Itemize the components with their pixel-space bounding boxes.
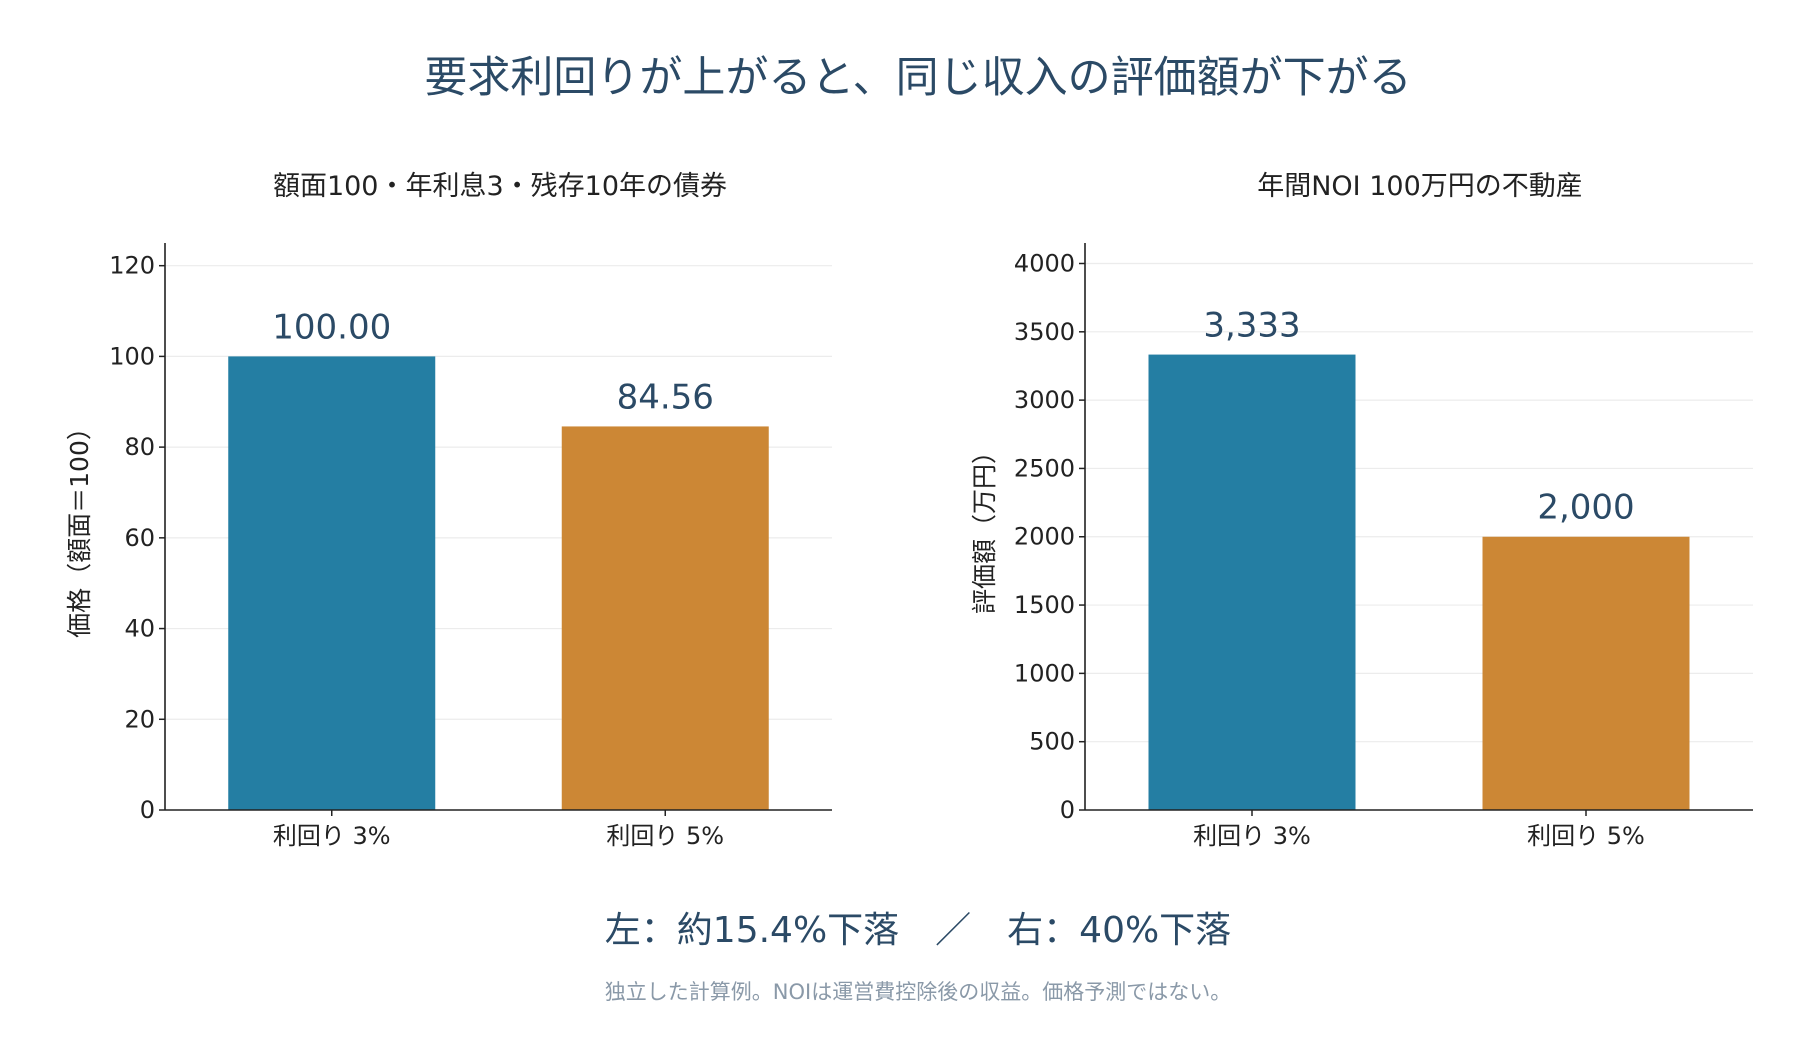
y-axis-label: 評価額（万円） xyxy=(970,439,999,614)
y-tick-label: 120 xyxy=(109,252,155,280)
bar-yield-5pct xyxy=(561,426,769,810)
footnote-text: 独立した計算例。NOIは運営費控除後の収益。価格予測ではない。 xyxy=(605,980,1231,1004)
y-tick-label: 100 xyxy=(109,342,155,370)
bar-yield-5pct xyxy=(1482,536,1690,810)
y-tick-label: 1000 xyxy=(1014,659,1075,687)
left-chart-panel: 0 20 40 60 80 100 120 100.00 利回り 3% 84.56 利回り 5% 額面… xyxy=(65,171,832,850)
y-axis-label: 価格（額面＝100） xyxy=(65,415,94,638)
y-tick-label: 500 xyxy=(1029,728,1075,756)
bar-value-label: 3,333 xyxy=(1203,306,1300,346)
y-tick-label: 1500 xyxy=(1014,591,1075,619)
y-tick-label: 40 xyxy=(124,615,155,643)
bar-value-label: 2,000 xyxy=(1537,488,1634,528)
x-tick-label: 利回り 5% xyxy=(606,822,724,850)
x-tick-label: 利回り 5% xyxy=(1527,822,1645,850)
x-tick-label: 利回り 3% xyxy=(273,822,391,850)
y-tick-label: 20 xyxy=(124,705,155,733)
bar-yield-3pct xyxy=(228,356,436,810)
summary-text: 左：約15.4%下落 ／ 右：40%下落 xyxy=(605,910,1231,951)
chart-title: 年間NOI 100万円の不動産 xyxy=(1257,171,1583,202)
y-tick-label: 2500 xyxy=(1014,454,1075,482)
figure-title: 要求利回りが上がると、同じ収入の評価額が下がる xyxy=(424,53,1411,103)
x-tick-label: 利回り 3% xyxy=(1193,822,1311,850)
y-tick-label: 0 xyxy=(140,796,155,824)
y-tick-label: 3500 xyxy=(1014,318,1075,346)
y-tick-label: 4000 xyxy=(1014,249,1075,277)
y-tick-label: 0 xyxy=(1060,796,1075,824)
bar-value-label: 100.00 xyxy=(272,307,391,347)
y-tick-label: 60 xyxy=(124,524,155,552)
right-chart-panel: 0 500 1000 1500 2000 2500 3000 3500 4000 3,333 利回り… xyxy=(970,171,1753,850)
y-tick-label: 80 xyxy=(124,433,155,461)
y-tick-label: 2000 xyxy=(1014,523,1075,551)
bar-value-label: 84.56 xyxy=(617,377,714,417)
y-tick-label: 3000 xyxy=(1014,386,1075,414)
bar-yield-3pct xyxy=(1148,354,1356,810)
chart-title: 額面100・年利息3・残存10年の債券 xyxy=(273,171,727,202)
